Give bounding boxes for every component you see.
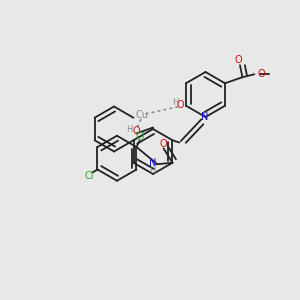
- Text: N: N: [149, 158, 157, 168]
- Text: O: O: [176, 100, 184, 110]
- Text: Cu: Cu: [136, 110, 149, 121]
- Text: N: N: [201, 112, 208, 122]
- Text: Cl: Cl: [136, 132, 145, 142]
- Text: H: H: [126, 124, 132, 134]
- Text: O: O: [159, 139, 167, 149]
- Text: H: H: [149, 166, 155, 175]
- Text: Cl: Cl: [85, 170, 94, 181]
- Text: O: O: [257, 69, 265, 79]
- Text: H: H: [172, 98, 179, 107]
- Text: O: O: [235, 55, 243, 65]
- Text: O: O: [133, 125, 140, 136]
